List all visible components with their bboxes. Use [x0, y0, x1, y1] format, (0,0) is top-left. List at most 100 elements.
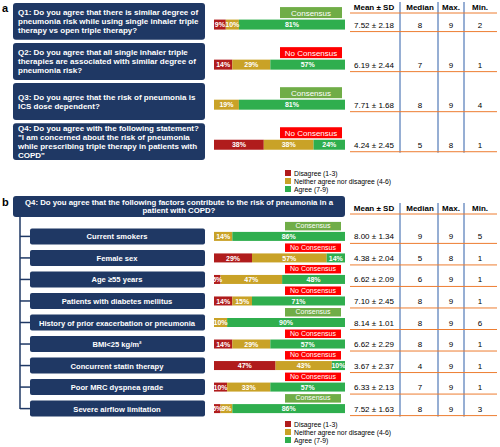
table-cell: 3	[478, 405, 483, 414]
bar-segment	[214, 140, 264, 150]
table-cell: 1	[478, 383, 483, 392]
table-rule	[350, 13, 497, 14]
table-separator	[438, 203, 439, 417]
data-label: 48%	[307, 276, 322, 283]
table-cell: 8	[418, 297, 423, 306]
bar-segment	[232, 340, 270, 349]
table-cell: 6.62 ± 2.09	[354, 275, 395, 284]
data-label: 90%	[279, 319, 294, 326]
consensus-label: Consensus	[295, 222, 331, 229]
bar-segment	[214, 20, 226, 30]
consensus-label: No Consensus	[290, 351, 336, 358]
consensus-label: No Consensus	[290, 287, 336, 294]
bars	[214, 20, 345, 150]
table-cell: 9	[449, 101, 454, 110]
legend-swatch	[285, 170, 291, 176]
category-label: Q2: Do you agree that all single inhaler…	[18, 48, 196, 75]
table-cell: 1	[478, 275, 483, 284]
table-rule	[350, 111, 497, 112]
connector	[20, 408, 30, 410]
connector	[20, 236, 30, 238]
category-label: Poor MRC dyspnea grade	[71, 383, 163, 392]
table-cell: 5	[478, 232, 483, 241]
table-rule	[350, 31, 497, 32]
data-label: 57%	[282, 255, 297, 262]
bar-segment	[227, 383, 270, 392]
table-header: Mean ± SD	[354, 3, 395, 12]
consensus-box	[280, 127, 342, 138]
table-rule	[350, 394, 497, 395]
legend-label: Disagree (1-3)	[294, 421, 337, 429]
bar-segment	[214, 100, 239, 110]
table-header: Median	[406, 3, 434, 12]
data-label: 10%	[214, 319, 229, 326]
category-box	[30, 401, 205, 417]
category-box	[13, 43, 205, 80]
table-cell: 1	[478, 254, 483, 263]
table-cell: 8	[418, 405, 423, 414]
table-cell: 9	[449, 61, 454, 70]
data-label: 38%	[282, 141, 297, 148]
data-label: 57%	[301, 61, 316, 68]
category-box	[30, 336, 205, 352]
table-cell: 6.19 ± 2.44	[354, 61, 395, 70]
table-cell: 6.62 ± 2.29	[354, 340, 395, 349]
consensus-box	[280, 87, 342, 98]
table-cell: 1	[478, 61, 483, 70]
table-cell: 4	[478, 101, 483, 110]
data-label: 81%	[285, 21, 300, 28]
bar-segment	[214, 296, 232, 305]
table-cell: 1	[478, 297, 483, 306]
connector	[20, 257, 30, 259]
figure: aQ1: Do you agree that there is similar …	[0, 0, 500, 447]
table-cell: 1	[478, 340, 483, 349]
bar-segment	[227, 318, 345, 327]
connector	[20, 365, 30, 367]
bar-segment	[214, 340, 232, 349]
bar-segment	[252, 253, 327, 262]
consensus-box	[285, 265, 341, 274]
panel-label: b	[2, 196, 9, 208]
consensus-label: No Consensus	[290, 244, 336, 251]
consensus-box	[285, 351, 341, 360]
table-rule	[350, 351, 497, 352]
legend-swatch	[285, 178, 291, 184]
table-cell: 8	[418, 319, 423, 328]
table-rule	[350, 372, 497, 373]
table-cell: 9	[449, 232, 454, 241]
table-cell: 9	[449, 340, 454, 349]
table-cell: 8	[418, 21, 423, 30]
table-rule	[350, 329, 497, 330]
table-separator	[464, 2, 465, 153]
legend-label: Neither agree nor disagree (4-6)	[294, 429, 391, 437]
bars	[214, 232, 345, 413]
legend-label: Neither agree nor disagree (4-6)	[294, 178, 391, 186]
data-label: 10%	[331, 362, 346, 369]
table-cell: 6	[478, 319, 483, 328]
category-box	[13, 123, 205, 160]
bar-segment	[282, 275, 345, 284]
title: Q4: Do you agree that the following fact…	[25, 198, 334, 216]
data-label: 57%	[301, 384, 316, 391]
data-label: 10%	[225, 21, 240, 28]
bar-segment	[239, 100, 345, 110]
table-separator	[438, 2, 439, 153]
table-cell: 5	[418, 254, 423, 263]
connector	[20, 300, 30, 302]
connector	[20, 279, 30, 281]
table-cell: 9	[449, 405, 454, 414]
category-label: Concurrent statin therapy	[71, 362, 165, 371]
table-rule	[350, 214, 497, 215]
table-cell: 7.52 ± 1.63	[354, 405, 395, 414]
category-label: Severe airflow limitation	[73, 405, 161, 414]
data-label: 47%	[238, 362, 253, 369]
table-cell: 1	[478, 141, 483, 150]
consensus-box	[285, 308, 341, 317]
table-cell: 7	[418, 383, 423, 392]
data-label: 15%	[235, 298, 250, 305]
consensus-box	[285, 330, 341, 339]
table-cell: 9	[449, 297, 454, 306]
legend-label: Disagree (1-3)	[294, 170, 337, 178]
data-label: 9%	[215, 21, 226, 28]
data-label: 10%	[214, 384, 229, 391]
